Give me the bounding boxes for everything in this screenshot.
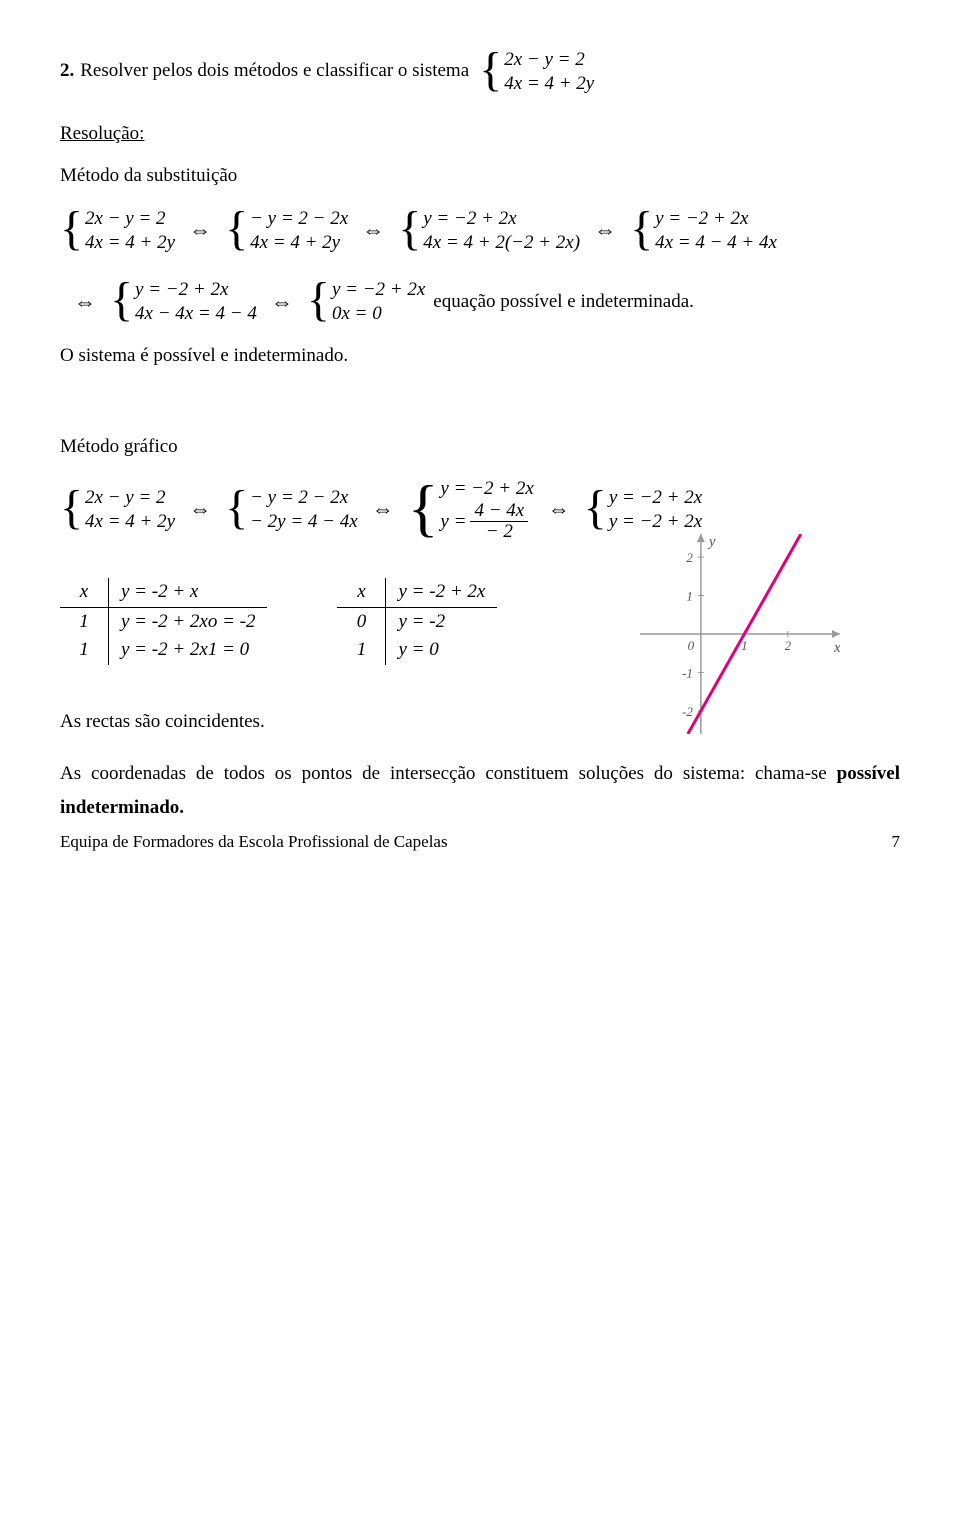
m1-s2-eq1: − y = 2 − 2x <box>250 207 348 231</box>
m2-s2-eq1: − y = 2 − 2x <box>250 486 358 510</box>
table-row: 1 y = -2 + 2xo = -2 <box>60 607 267 636</box>
m1-s4-eq1: y = −2 + 2x <box>655 207 777 231</box>
iff-symbol: ⇔ <box>594 216 616 245</box>
conclusion-text-a: As coordenadas de todos os pontos de int… <box>60 763 837 784</box>
svg-text:0: 0 <box>688 638 695 653</box>
table-row: 1 y = -2 + 2x1 = 0 <box>60 636 267 665</box>
m1-l2-s2-eq1: y = −2 + 2x <box>332 278 425 302</box>
m1-s4-eq2: 4x = 4 − 4 + 4x <box>655 231 777 255</box>
problem-text: Resolver pelos dois métodos e classifica… <box>80 59 469 84</box>
method1-derivation-line2: ⇔ { y = −2 + 2x 4x − 4x = 4 − 4 ⇔ { y = … <box>60 278 900 326</box>
m1-s1-eq1: 2x − y = 2 <box>85 207 175 231</box>
svg-text:-2: -2 <box>682 704 693 719</box>
method-1-title: Método da substituição <box>60 164 900 189</box>
table-head-y: y = -2 + x <box>109 578 268 607</box>
conclusion-paragraph: As coordenadas de todos os pontos de int… <box>60 757 900 825</box>
iff-symbol: ⇔ <box>548 495 570 524</box>
m2-s2-eq2: − 2y = 4 − 4x <box>250 510 358 534</box>
m2-s4-eq2: y = −2 + 2x <box>609 510 702 534</box>
iff-symbol: ⇔ <box>372 495 394 524</box>
value-table-right: x y = -2 + 2x 0 y = -2 1 y = 0 <box>337 578 497 665</box>
m2-s3-eq1: y = −2 + 2x <box>440 477 533 501</box>
m1-l2-s1-eq1: y = −2 + 2x <box>135 278 257 302</box>
m1-s2-eq2: 4x = 4 + 2y <box>250 231 348 255</box>
table-head-y: y = -2 + 2x <box>386 578 497 607</box>
method-2-title: Método gráfico <box>60 435 900 460</box>
method1-conclusion: O sistema é possível e indeterminado. <box>60 344 900 369</box>
iff-symbol: ⇔ <box>189 216 211 245</box>
m1-s1-eq2: 4x = 4 + 2y <box>85 231 175 255</box>
method2-derivation-line1: { 2x − y = 2 4x = 4 + 2y ⇔ { − y = 2 − 2… <box>60 477 900 542</box>
m2-s3-eq2: y = 4 − 4x − 2 <box>440 501 533 542</box>
problem-number: 2. <box>60 59 74 84</box>
m2-s4-eq1: y = −2 + 2x <box>609 486 702 510</box>
problem-statement: 2. Resolver pelos dois métodos e classif… <box>60 48 900 96</box>
graph: 01212-1-2xy <box>640 534 840 742</box>
svg-text:1: 1 <box>686 588 693 603</box>
m2-s1-eq1: 2x − y = 2 <box>85 486 175 510</box>
m2-s1-eq2: 4x = 4 + 2y <box>85 510 175 534</box>
svg-text:2: 2 <box>785 638 792 653</box>
equation-annotation: equação possível e indeterminada. <box>433 290 694 315</box>
m2-s3-eq2-prefix: y = <box>440 510 466 534</box>
iff-symbol: ⇔ <box>189 495 211 524</box>
m1-s3-eq2: 4x = 4 + 2(−2 + 2x) <box>423 231 580 255</box>
system-eq-1: 2x − y = 2 <box>504 48 594 72</box>
table-head-x: x <box>337 578 386 607</box>
page-footer: Equipa de Formadores da Escola Profissio… <box>60 831 900 853</box>
m1-l2-s1-eq2: 4x − 4x = 4 − 4 <box>135 302 257 326</box>
svg-text:x: x <box>833 640 840 656</box>
system-eq-2: 4x = 4 + 2y <box>504 72 594 96</box>
iff-symbol: ⇔ <box>362 216 384 245</box>
iff-symbol: ⇔ <box>74 288 96 317</box>
value-table-left: x y = -2 + x 1 y = -2 + 2xo = -2 1 y = -… <box>60 578 267 665</box>
graph-svg: 01212-1-2xy <box>640 534 840 734</box>
frac-numerator: 4 − 4x <box>470 501 528 522</box>
iff-symbol: ⇔ <box>271 288 293 317</box>
method1-derivation-line1: { 2x − y = 2 4x = 4 + 2y ⇔ { − y = 2 − 2… <box>60 207 900 255</box>
table-row: 1 y = 0 <box>337 636 497 665</box>
m1-s3-eq1: y = −2 + 2x <box>423 207 580 231</box>
footer-left: Equipa de Formadores da Escola Profissio… <box>60 831 448 853</box>
table-row: 0 y = -2 <box>337 607 497 636</box>
m1-l2-s2-eq2: 0x = 0 <box>332 302 425 326</box>
footer-page-number: 7 <box>892 831 901 853</box>
svg-text:-1: -1 <box>682 665 693 680</box>
resolution-label: Resolução: <box>60 122 900 147</box>
tables-and-graph: x y = -2 + x 1 y = -2 + 2xo = -2 1 y = -… <box>60 578 900 665</box>
svg-text:y: y <box>707 534 716 550</box>
svg-text:2: 2 <box>686 550 693 565</box>
problem-system: { 2x − y = 2 4x = 4 + 2y <box>479 48 594 96</box>
frac-denominator: − 2 <box>482 522 517 542</box>
table-head-x: x <box>60 578 109 607</box>
